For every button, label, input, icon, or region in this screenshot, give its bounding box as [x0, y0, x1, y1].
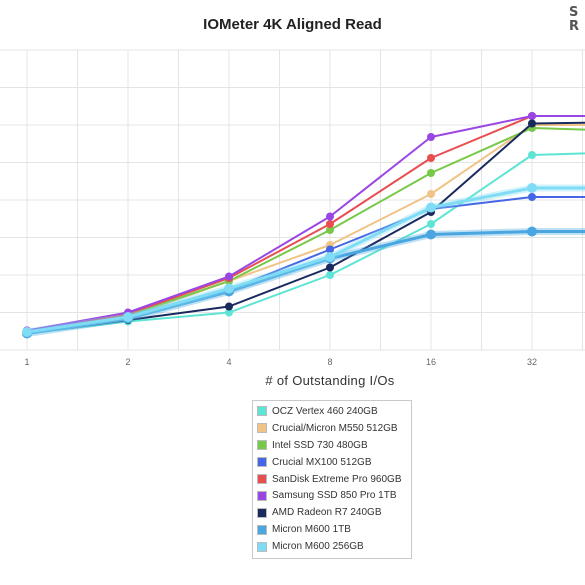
legend-label: Crucial/Micron M550 512GB	[272, 422, 398, 434]
data-point	[123, 312, 133, 322]
legend-swatch	[257, 490, 267, 501]
data-point	[22, 327, 32, 337]
data-point	[326, 271, 334, 279]
data-point	[527, 226, 537, 237]
legend-swatch	[257, 457, 267, 468]
legend-item: SanDisk Extreme Pro 960GB	[253, 471, 411, 488]
series-line	[26, 115, 585, 332]
legend-item: Crucial MX100 512GB	[253, 454, 411, 471]
data-point	[326, 226, 334, 234]
legend-swatch	[257, 524, 267, 535]
data-point	[426, 202, 436, 213]
legend-item: Crucial/Micron M550 512GB	[253, 420, 411, 437]
legend-label: Crucial MX100 512GB	[272, 456, 372, 468]
data-point	[427, 133, 435, 141]
data-point	[225, 272, 233, 281]
data-point	[528, 193, 536, 201]
series-line	[26, 115, 585, 332]
legend-swatch	[257, 474, 267, 484]
data-point	[326, 263, 334, 272]
legend-item: OCZ Vertex 460 240GB	[253, 403, 411, 420]
legend-swatch	[257, 440, 267, 451]
chart-title: IOMeter 4K Aligned Read	[203, 16, 382, 33]
data-point	[325, 252, 335, 262]
legend: OCZ Vertex 460 240GB Crucial/Micron M550 …	[252, 400, 412, 560]
legend-item: Samsung SSD 850 Pro 1TB	[253, 487, 411, 504]
data-point	[326, 212, 334, 221]
legend-item: Intel SSD 730 480GB	[253, 437, 411, 454]
data-point	[528, 151, 536, 159]
data-point	[528, 112, 536, 120]
data-point	[528, 119, 536, 128]
legend-label: SanDisk Extreme Pro 960GB	[272, 473, 402, 485]
data-point	[326, 245, 334, 254]
legend-label: Micron M600 256GB	[272, 541, 364, 553]
legend-swatch	[257, 541, 267, 552]
legend-item: AMD Radeon R7 240GB	[253, 504, 411, 521]
x-axis-label: # of Outstanding I/Os	[265, 373, 395, 388]
legend-item: Micron M600 256GB	[253, 538, 411, 555]
data-point	[527, 183, 537, 193]
x-tick-label: 8	[327, 357, 332, 367]
x-tick-label: 32	[527, 357, 537, 367]
data-point	[326, 220, 334, 228]
x-tick-label: 4	[226, 357, 231, 367]
data-point	[427, 154, 435, 162]
x-tick-label: 16	[426, 357, 436, 367]
tick-layer: 1 2 4 8 16 32	[24, 357, 537, 367]
grid-layer	[0, 49, 585, 351]
series-layer	[22, 112, 585, 339]
legend-label: OCZ Vertex 460 240GB	[272, 405, 378, 417]
legend-label: Micron M600 1TB	[272, 524, 351, 536]
data-point	[225, 302, 233, 311]
data-point	[224, 283, 234, 294]
legend-label: AMD Radeon R7 240GB	[272, 507, 382, 519]
legend-swatch	[257, 423, 267, 434]
data-point	[427, 190, 435, 198]
legend-label: Intel SSD 730 480GB	[272, 439, 368, 451]
data-point	[427, 169, 435, 177]
series-line	[26, 121, 585, 335]
x-tick-label: 1	[24, 357, 29, 367]
legend-swatch	[257, 406, 267, 417]
legend-swatch	[257, 507, 267, 518]
legend-item: Micron M600 1TB	[253, 521, 411, 538]
legend-label: Samsung SSD 850 Pro 1TB	[272, 490, 397, 502]
data-point	[426, 229, 436, 240]
data-point	[427, 220, 435, 228]
data-point	[225, 308, 233, 317]
x-tick-label: 2	[125, 357, 130, 367]
series-line	[26, 124, 585, 333]
